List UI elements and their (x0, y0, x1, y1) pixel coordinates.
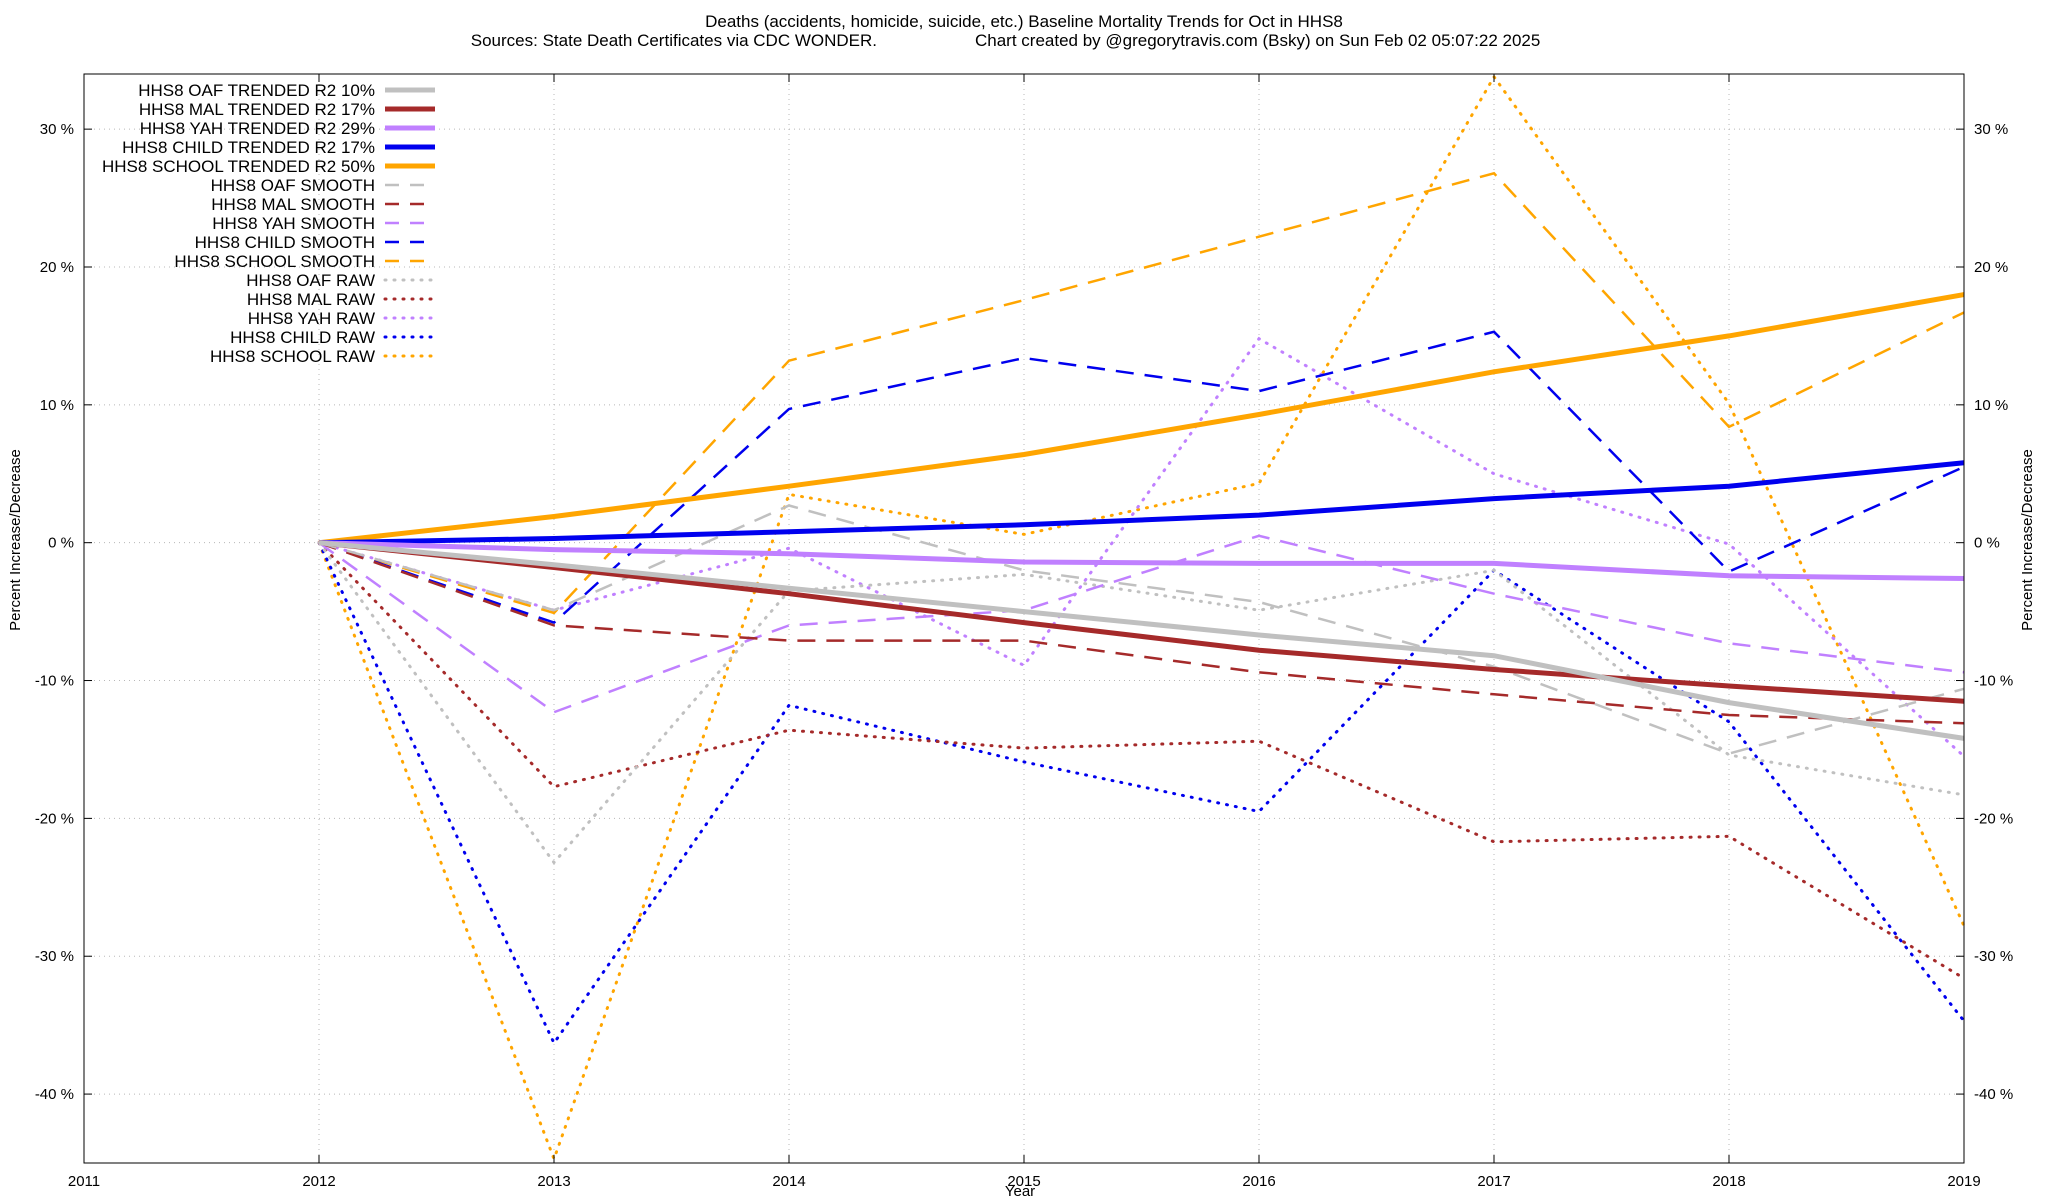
y-tick-label: -30 % (35, 948, 74, 965)
y-tick-label-right: -40 % (1974, 1086, 2013, 1103)
series-line-hhs8-school-smooth (318, 171, 1965, 615)
legend: HHS8 OAF TRENDED R2 10%HHS8 MAL TRENDED … (102, 81, 437, 366)
legend-label-hhs8-school-trended-r2-50: HHS8 SCHOOL TRENDED R2 50% (102, 157, 375, 176)
legend-label-hhs8-school-raw: HHS8 SCHOOL RAW (210, 347, 375, 366)
series-line-hhs8-child-raw (317, 541, 1966, 1047)
legend-label-hhs8-school-smooth: HHS8 SCHOOL SMOOTH (174, 252, 375, 271)
chart-title: Deaths (accidents, homicide, suicide, et… (705, 12, 1343, 31)
x-tick-label: 2019 (1947, 1173, 1980, 1190)
series-line-hhs8-mal-raw (317, 541, 1966, 980)
series-line-hhs8-child-smooth (318, 330, 1965, 625)
y-tick-label: 0 % (48, 535, 74, 552)
y-axis-label-right: Percent Increase/Decrease (2019, 449, 2036, 631)
series-line-hhs8-oaf-trended-r2-10 (318, 540, 1965, 741)
x-tick-label: 2017 (1477, 1173, 1510, 1190)
legend-label-hhs8-oaf-smooth: HHS8 OAF SMOOTH (211, 176, 375, 195)
legend-label-hhs8-mal-raw: HHS8 MAL RAW (247, 290, 375, 309)
legend-label-hhs8-oaf-trended-r2-10: HHS8 OAF TRENDED R2 10% (138, 81, 375, 100)
legend-label-hhs8-mal-smooth: HHS8 MAL SMOOTH (211, 195, 375, 214)
series-line-hhs8-school-raw (317, 74, 1966, 1164)
series-line-hhs8-school-trended-r2-50 (318, 292, 1965, 546)
axis-ticks: 2011 2012 2013 2014 2015 2016 2017 2018 2019 30 %… (35, 74, 2013, 1190)
legend-label-hhs8-child-raw: HHS8 CHILD RAW (230, 328, 375, 347)
legend-label-hhs8-child-trended-r2-17: HHS8 CHILD TRENDED R2 17% (122, 138, 375, 157)
legend-label-hhs8-yah-trended-r2-29: HHS8 YAH TRENDED R2 29% (140, 119, 375, 138)
series-line-hhs8-yah-smooth (318, 534, 1965, 714)
series-line-hhs8-mal-trended-r2-17 (318, 540, 1965, 704)
series-line-hhs8-oaf-smooth (318, 504, 1965, 755)
x-tick-label: 2018 (1712, 1173, 1745, 1190)
y-tick-label-right: -10 % (1974, 673, 2013, 690)
x-tick-label: 2014 (772, 1173, 805, 1190)
x-tick-label: 2012 (302, 1173, 335, 1190)
x-tick-label: 2013 (537, 1173, 570, 1190)
y-tick-label: 30 % (40, 121, 74, 138)
y-tick-label-right: 0 % (1974, 535, 2000, 552)
x-tick-label: 2016 (1242, 1173, 1275, 1190)
y-tick-label: -10 % (35, 673, 74, 690)
series-line-hhs8-yah-trended-r2-29 (318, 540, 1965, 581)
series-lines (317, 74, 1966, 1164)
x-axis-label: Year (1005, 1183, 1035, 1200)
y-tick-label: -40 % (35, 1086, 74, 1103)
chart-subtitle-source: Sources: State Death Certificates via CD… (471, 31, 877, 50)
x-tick-label: 2015 (1007, 1173, 1040, 1190)
y-tick-label-right: 30 % (1974, 121, 2008, 138)
y-tick-label-right: 10 % (1974, 397, 2008, 414)
gridlines (84, 74, 1964, 1163)
legend-label-hhs8-yah-smooth: HHS8 YAH SMOOTH (212, 214, 375, 233)
legend-label-hhs8-oaf-raw: HHS8 OAF RAW (246, 271, 375, 290)
x-tick-label: 2011 (68, 1173, 100, 1190)
y-tick-label: 10 % (40, 397, 74, 414)
y-tick-label: -20 % (35, 810, 74, 827)
legend-label-hhs8-mal-trended-r2-17: HHS8 MAL TRENDED R2 17% (139, 100, 375, 119)
series-line-hhs8-child-trended-r2-17 (318, 460, 1965, 546)
legend-label-hhs8-yah-raw: HHS8 YAH RAW (248, 309, 375, 328)
y-tick-label-right: 20 % (1974, 259, 2008, 276)
chart-subtitle-credit: Chart created by @gregorytravis.com (Bsk… (975, 31, 1540, 50)
y-tick-label-right: -30 % (1974, 948, 2013, 965)
y-tick-label: 20 % (40, 259, 74, 276)
legend-label-hhs8-child-smooth: HHS8 CHILD SMOOTH (195, 233, 375, 252)
y-axis-label-left: Percent Increase/Decrease (7, 449, 24, 631)
y-tick-label-right: -20 % (1974, 810, 2013, 827)
